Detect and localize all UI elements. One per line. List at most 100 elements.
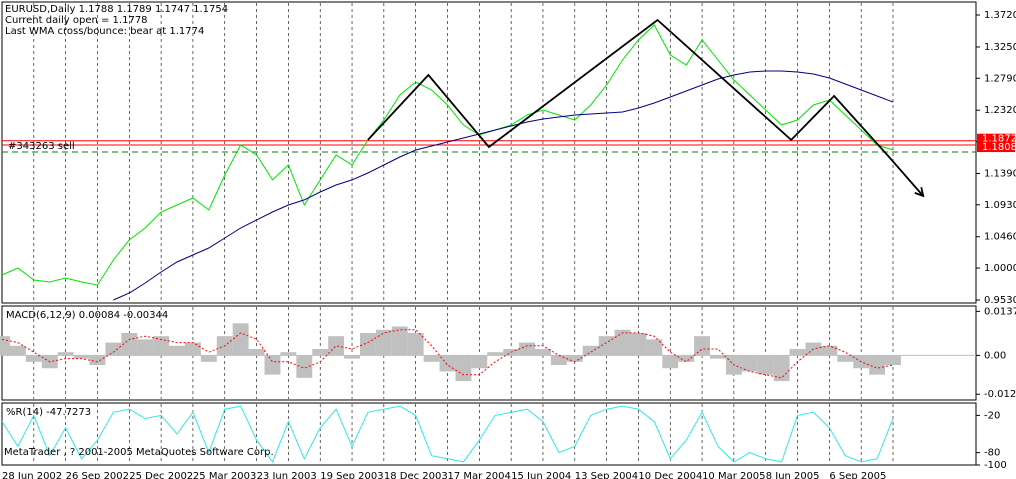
price-panel [1,1,977,304]
macd-bar [359,332,376,356]
panels [1,1,977,466]
macd-bar [487,352,504,356]
header-line: Last WMA cross/bounce: bear at 1.1774 [5,26,204,37]
y-tick-label: 0.00 [984,350,1006,361]
macd-bar [200,355,217,362]
y-tick-label: -80 [984,448,1000,459]
macd-bar [757,355,774,375]
macd-bar [0,336,10,356]
y-tick-label: 1.3720 [984,10,1016,21]
x-tick-label: 10 Dec 2004 [638,471,702,479]
level-label: 1.1808 [982,142,1016,153]
macd-bar [789,348,806,356]
macd-bar [678,355,695,362]
macd-bar [248,348,265,356]
macd-bar [9,345,26,356]
macd-bar [630,332,647,356]
x-tick-label: 15 Jun 2004 [511,471,571,479]
macd-bar [391,326,408,356]
macd-bar [566,355,583,362]
macd-bar [741,355,758,372]
x-tick-label: 28 Jun 2002 [2,471,62,479]
macd-bar [646,339,663,356]
y-tick-label: 1.0930 [984,200,1016,211]
x-tick-label: 10 Mar 2005 [702,471,765,479]
macd-bar [89,355,106,366]
macd-bar [344,355,360,359]
x-tick-label: 26 Sep 2002 [66,471,129,479]
macd-bar [885,355,901,366]
macd-bar [57,352,74,356]
y-tick-label: 1.0000 [984,263,1016,274]
macd-bar [407,332,424,356]
x-tick-label: 13 Sep 2004 [575,471,638,479]
y-tick-label: 1.1390 [984,168,1016,179]
macd-bar [455,355,472,382]
arrow-head [914,187,925,198]
level-label: 1.1872 [982,134,1016,145]
level-tag [977,133,1015,144]
y-tick-label: 0.9530 [984,295,1016,306]
macd-bar [582,345,599,356]
macd-bar [423,355,440,362]
y-tick-label: 1.0460 [984,232,1016,243]
macd-bar [598,336,615,356]
macd-bar [821,345,838,356]
y-tick-label: 0.01373 [984,306,1016,317]
copyright: MetaTrader , ? 2001-2005 MetaQuotes Soft… [4,447,274,458]
macd-bar [280,352,297,356]
macd-bar [710,355,726,359]
signal-line [1,329,894,379]
macd-bar [312,348,329,356]
x-tick-label: 23 Jun 2003 [257,471,317,479]
macd-bar [837,355,854,362]
y-tick-label: 1.2790 [984,73,1016,84]
price-line [1,24,894,286]
macd-bar [73,355,90,359]
header-title: EURUSD,Daily 1.1788 1.1789 1.1747 1.1754 [5,4,228,15]
x-tick-label: 18 Dec 2003 [384,471,448,479]
macd-bar [662,355,679,369]
macd-bar [535,348,551,356]
macd-bar [296,355,313,378]
macd-bar [137,339,154,356]
x-tick-label: 6 Sep 2005 [829,471,886,479]
header-line: Current daily open = 1.1778 [5,15,148,26]
macd-bar [471,355,488,369]
level-tag [977,142,1015,153]
macd-bar [375,329,392,356]
macd-bar [519,342,536,356]
x-tick-label: 25 Mar 2003 [193,471,256,479]
zigzag [367,18,924,197]
macd-bar [169,345,185,356]
y-tick-label: 1.3250 [984,42,1016,53]
macd-bar [614,329,631,356]
x-tick-label: 25 Dec 2002 [129,471,193,479]
wma-line [113,70,894,301]
macd-bar [153,336,170,356]
macd-bar [25,355,42,362]
macd-bar [328,336,345,356]
wpr-panel [1,402,977,466]
x-tick-label: 19 Sep 2003 [320,471,383,479]
macd-bar [105,342,122,356]
y-tick-label: -100 [984,460,1007,471]
x-tick-label: 17 Mar 2004 [448,471,511,479]
macd-bar [264,355,281,375]
macd-bar [550,355,567,366]
y-tick-label: -20 [984,410,1000,421]
x-tick-label: 8 Jun 2005 [766,471,820,479]
panel-title: %R(14) -47.7273 [6,407,91,418]
panel-title: MACD(6,12,9) 0.00084 -0.00344 [6,310,168,321]
macd-bar [184,342,201,356]
order-label: #343263 sell [8,141,75,152]
wpr-line [1,405,894,463]
macd-bar [694,336,711,356]
macd-bar [232,323,249,356]
y-tick-label: -0.0121 [984,389,1016,400]
macd-bar [439,355,456,372]
macd-bar [773,355,790,382]
y-tick-label: 1.2320 [984,105,1016,116]
macd-bar [869,355,886,375]
